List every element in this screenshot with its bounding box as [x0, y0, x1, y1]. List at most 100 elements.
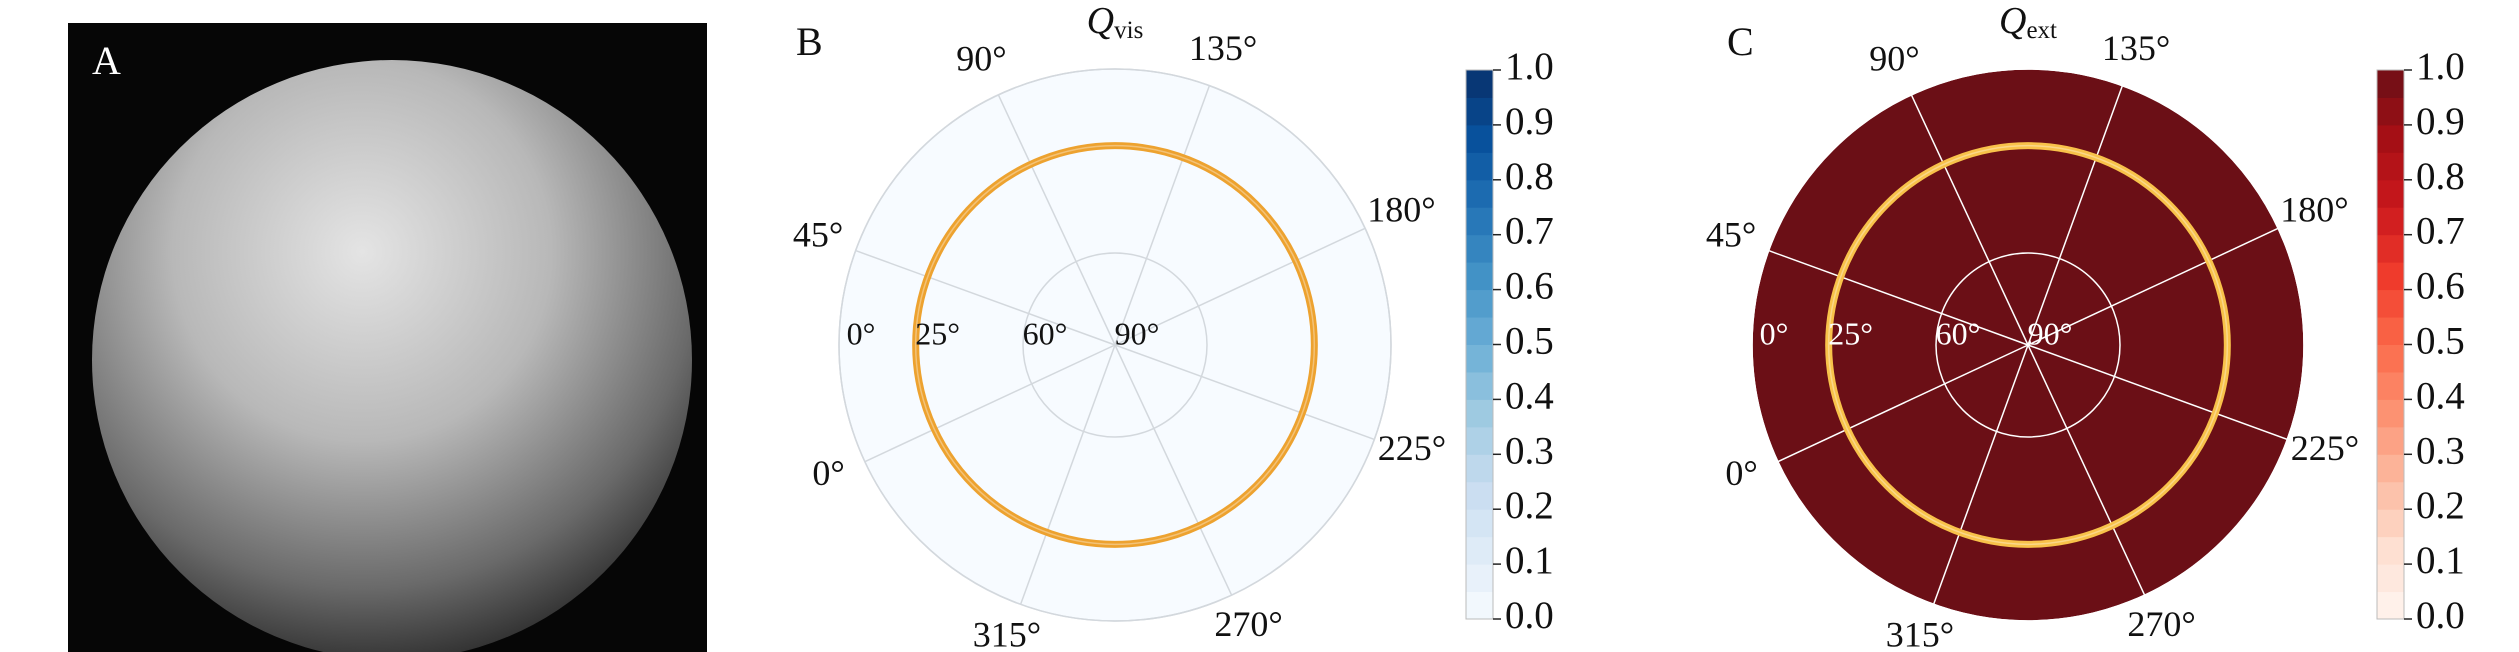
colorbar-band [2377, 399, 2404, 428]
panel-label: C [1727, 19, 1754, 64]
colorbar-band [1466, 289, 1493, 318]
title-main: Q [1087, 0, 1114, 42]
elevation-ring-highlight [914, 144, 1316, 546]
colorbar-band [2377, 262, 2404, 291]
r-tick-label: 90° [2028, 315, 2073, 351]
elevation-ring [1825, 142, 2231, 548]
theta-tick-label: 225° [2291, 428, 2359, 468]
r-tick-label: 25° [1828, 315, 1873, 351]
ring-grid-line [838, 68, 1392, 622]
colorbar-band [2377, 152, 2404, 181]
colorbar-tick-label: 0.4 [1505, 374, 1554, 417]
colorbar-band [1466, 207, 1493, 236]
colorbar-band [1466, 234, 1493, 263]
theta-tick-label: 45° [793, 215, 843, 255]
theta-tick-label: 315° [973, 614, 1041, 652]
colorbar-band [1466, 454, 1493, 483]
r-tick-label: 0° [1760, 315, 1789, 351]
ring-grid-line [1022, 252, 1208, 438]
colorbar-band [2377, 289, 2404, 318]
spoke-grid-line [1019, 344, 1116, 605]
colorbar-tick-label: 0.7 [2416, 210, 2465, 253]
theta-tick-label: 315° [1886, 614, 1954, 652]
colorbar-band [1466, 152, 1493, 181]
elevation-ring [912, 142, 1318, 548]
spoke-grid-line [2027, 227, 2279, 346]
theta-tick-label: 270° [2127, 604, 2195, 644]
colorbar-tick-label: 1.0 [1505, 45, 1554, 88]
colorbar-band [1466, 344, 1493, 373]
colorbar-tick-label: 0.9 [2416, 100, 2465, 143]
spoke-grid-line [1114, 85, 1211, 346]
colorbar-band [2377, 564, 2404, 593]
theta-tick-label: 45° [1706, 215, 1756, 255]
colorbar-tick-label: 0.2 [2416, 484, 2465, 527]
colorbar-band [2377, 234, 2404, 263]
colorbar-tick-label: 0.2 [1505, 484, 1554, 527]
spoke-grid-line [1114, 227, 1366, 346]
colorbar-tick-label: 0.7 [1505, 210, 1554, 253]
spoke-grid-line [2027, 344, 2146, 596]
colorbar-band [2377, 426, 2404, 455]
colorbar-band [2377, 124, 2404, 153]
colorbar-band [1466, 317, 1493, 345]
spoke-grid-line [1910, 94, 2029, 346]
r-tick-label: 60° [1023, 315, 1068, 351]
theta-tick-label: 180° [2280, 189, 2348, 229]
theta-tick-label: 135° [2102, 28, 2170, 68]
theta-tick-label: 90° [956, 38, 1006, 78]
colorbar-tick-label: 0.0 [1505, 594, 1554, 637]
spoke-grid-line [864, 344, 1116, 463]
colorbar-band [1466, 564, 1493, 593]
chart-title: Qvis [1087, 0, 1144, 44]
colorbar-band [2377, 536, 2404, 565]
chart-title: Qext [1999, 0, 2057, 44]
colorbar-band [2377, 481, 2404, 510]
theta-tick-label: 135° [1189, 28, 1257, 68]
colorbar-tick-label: 0.8 [2416, 155, 2465, 198]
colorbar-band [2377, 179, 2404, 208]
theta-tick-label: 0° [1725, 453, 1757, 493]
panel-label: B [796, 19, 823, 64]
colorbar-band [2377, 207, 2404, 236]
colorbar-band [1466, 481, 1493, 510]
ring-grid-line [1751, 68, 2305, 622]
spoke-grid-line [2027, 85, 2124, 346]
colorbar-band [1466, 399, 1493, 428]
theta-tick-label: 90° [1869, 38, 1919, 78]
colorbar-band [2377, 371, 2404, 400]
colorbar-tick-label: 0.6 [2416, 265, 2465, 308]
colorbar-band [1466, 70, 1493, 98]
ring-grid-line [1935, 252, 2121, 438]
colorbar-tick-label: 0.5 [2416, 319, 2465, 362]
colorbar-band [1466, 124, 1493, 153]
colorbar-band [1466, 426, 1493, 455]
colorbar-band [1466, 536, 1493, 565]
colorbar-band [1466, 371, 1493, 400]
title-main: Q [1999, 0, 2026, 42]
colorbar-band [2377, 344, 2404, 373]
theta-tick-label: 270° [1214, 604, 1282, 644]
theta-tick-label: 225° [1378, 428, 1446, 468]
colorbar-band [2377, 317, 2404, 345]
colorbar-band [2377, 97, 2404, 126]
colorbar-tick-label: 0.9 [1505, 100, 1554, 143]
colorbar-band [2377, 454, 2404, 483]
image-panel: A [68, 23, 707, 652]
colorbar-band [1466, 97, 1493, 126]
colorbar-band [2377, 591, 2404, 620]
title-sub: ext [2026, 17, 2057, 44]
spoke-grid-line [855, 249, 1116, 346]
r-tick-label: 25° [915, 315, 960, 351]
colorbar-tick-label: 0.6 [1505, 265, 1554, 308]
elevation-ring-highlight [1827, 144, 2229, 546]
colorbar-band [2377, 70, 2404, 98]
colorbar-tick-label: 0.0 [2416, 594, 2465, 637]
colorbar-tick-label: 0.3 [1505, 429, 1554, 472]
spoke-grid-line [1932, 344, 2029, 605]
spoke-grid-line [1777, 344, 2029, 463]
r-tick-label: 0° [847, 315, 876, 351]
colorbar-band [1466, 179, 1493, 208]
colorbar-tick-label: 0.1 [2416, 539, 2465, 582]
colorbar-tick-label: 0.1 [1505, 539, 1554, 582]
